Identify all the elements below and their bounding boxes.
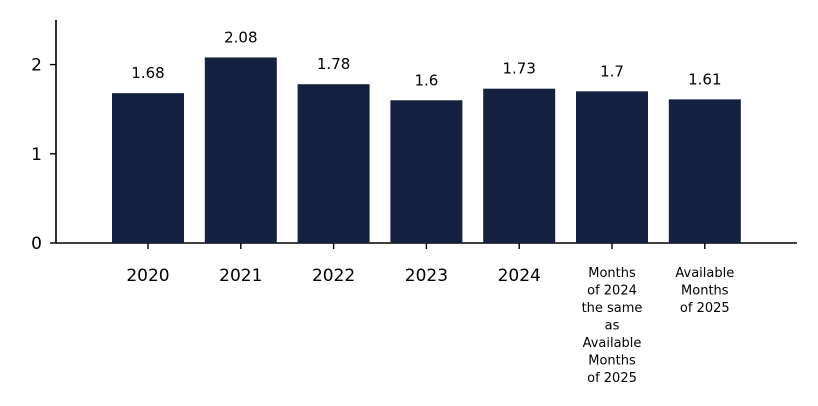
x-tick-label: 2024 xyxy=(498,266,541,286)
bar xyxy=(483,88,556,244)
y-tick-label: 2 xyxy=(31,56,42,76)
bars xyxy=(112,57,741,244)
data-label: 1.6 xyxy=(414,71,438,89)
data-label: 1.73 xyxy=(502,60,535,78)
y-tick-label: 0 xyxy=(31,234,42,254)
x-tick-label: 2020 xyxy=(126,266,169,286)
bar xyxy=(112,93,184,243)
x-tick-label: 2023 xyxy=(405,266,448,286)
data-label: 1.7 xyxy=(600,62,624,80)
y-tick-label: 1 xyxy=(31,145,42,165)
bar xyxy=(297,84,370,243)
x-tick-label: 2021 xyxy=(219,266,262,286)
bar xyxy=(576,91,648,243)
data-label: 1.61 xyxy=(688,70,721,88)
bar xyxy=(668,99,741,243)
data-label: 1.78 xyxy=(317,55,350,73)
bar xyxy=(204,57,277,243)
x-tick-label: 2022 xyxy=(312,266,355,286)
ticks: 0 1 2 2020 2021 2022 2023 2024 Months of 2024 the … xyxy=(31,56,734,386)
bar xyxy=(390,100,463,243)
data-label: 2.08 xyxy=(224,28,257,46)
x-tick-label: Months of 2024 the same as Available Months of… xyxy=(582,266,643,386)
data-label: 1.68 xyxy=(131,64,164,82)
x-tick-label: Available Months of 2025 xyxy=(675,266,734,316)
labels: 1.68 2.08 1.78 1.6 1.73 1.7 1.61 xyxy=(131,28,721,89)
